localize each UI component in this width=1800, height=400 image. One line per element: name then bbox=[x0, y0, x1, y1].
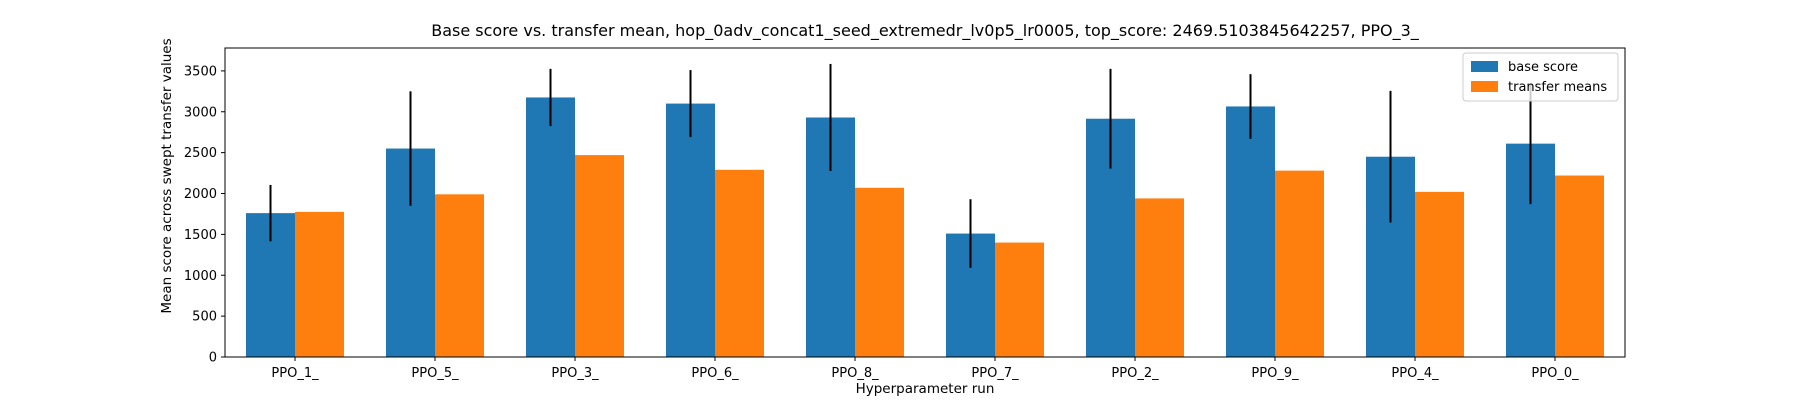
base-score-bar bbox=[1226, 106, 1275, 357]
y-tick-label: 1000 bbox=[184, 269, 217, 284]
transfer-means-bar bbox=[1275, 170, 1324, 357]
transfer-means-bar bbox=[575, 155, 624, 357]
transfer-means-bar bbox=[715, 169, 764, 357]
y-tick-label: 2500 bbox=[184, 146, 217, 161]
axes-layer: PPO_1_ PPO_5_ PPO_3_ PPO_6_ PPO_8_ PPO_7_ PPO_… bbox=[184, 47, 1626, 381]
transfer-means-bar bbox=[1135, 198, 1184, 357]
bars-layer bbox=[246, 97, 1604, 357]
base-score-bar bbox=[526, 97, 575, 357]
x-tick-label: PPO_6_ bbox=[691, 366, 739, 381]
x-tick-label: PPO_4_ bbox=[1391, 366, 1439, 381]
transfer-means-bar bbox=[995, 242, 1044, 357]
transfer-means-bar bbox=[1555, 175, 1604, 357]
plot-frame bbox=[224, 47, 1626, 358]
x-tick-label: PPO_5_ bbox=[411, 366, 459, 381]
x-tick-label: PPO_2_ bbox=[1111, 366, 1159, 381]
x-tick-label: PPO_9_ bbox=[1251, 366, 1299, 381]
legend-swatch bbox=[1471, 81, 1498, 92]
y-tick-label: 2000 bbox=[184, 187, 217, 202]
x-tick-label: PPO_1_ bbox=[271, 366, 319, 381]
x-tick-label: PPO_3_ bbox=[551, 366, 599, 381]
transfer-means-bar bbox=[855, 187, 904, 357]
transfer-means-bar bbox=[295, 211, 344, 357]
x-tick-label: PPO_7_ bbox=[971, 366, 1019, 381]
legend-swatch bbox=[1471, 61, 1498, 72]
legend-box bbox=[1462, 52, 1619, 102]
legend-label: transfer means bbox=[1508, 80, 1607, 95]
transfer-means-bar bbox=[435, 194, 484, 357]
x-axis-label: Hyperparameter run bbox=[856, 381, 995, 397]
y-tick-label: 3000 bbox=[184, 105, 217, 120]
chart-title: Base score vs. transfer mean, hop_0adv_c… bbox=[431, 21, 1420, 41]
y-axis-label: Mean score across swept transfer values bbox=[159, 38, 175, 313]
legend: base score transfer means bbox=[1462, 52, 1619, 102]
y-tick-label: 500 bbox=[192, 310, 217, 325]
legend-label: base score bbox=[1508, 60, 1578, 75]
base-score-bar bbox=[666, 103, 715, 357]
transfer-means-bar bbox=[1415, 191, 1464, 357]
y-tick-label: 1500 bbox=[184, 228, 217, 243]
x-tick-label: PPO_8_ bbox=[831, 366, 879, 381]
y-tick-label: 3500 bbox=[184, 64, 217, 79]
error-bars-layer bbox=[269, 63, 1532, 268]
x-tick-label: PPO_0_ bbox=[1531, 366, 1579, 381]
y-tick-label: 0 bbox=[209, 351, 217, 366]
